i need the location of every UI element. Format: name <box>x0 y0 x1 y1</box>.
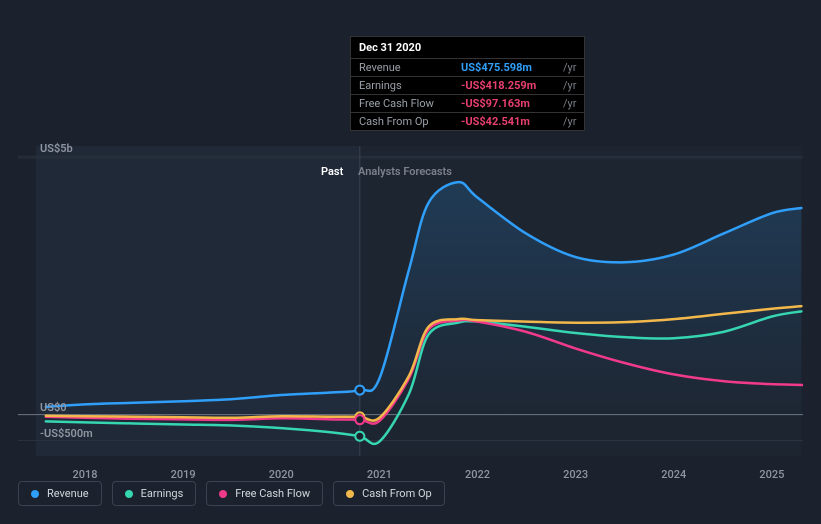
legend-item[interactable]: Cash From Op <box>333 481 445 506</box>
tooltip-label: Revenue <box>359 61 449 74</box>
x-axis-label: 2022 <box>465 468 490 481</box>
tooltip-suffix: /yr <box>563 115 576 128</box>
legend-item[interactable]: Earnings <box>112 481 197 506</box>
tooltip-label: Cash From Op <box>359 115 449 128</box>
x-axis-label: 2020 <box>269 468 294 481</box>
x-axis-label: 2021 <box>367 468 392 481</box>
tooltip-date: Dec 31 2020 <box>351 37 584 59</box>
tooltip-row: Free Cash Flow -US$97.163m/yr <box>351 95 584 113</box>
tooltip-value: US$475.598m <box>461 61 551 74</box>
y-axis-label: US$5b <box>40 142 73 155</box>
tooltip-value: -US$97.163m <box>461 97 551 110</box>
tooltip-suffix: /yr <box>563 61 576 74</box>
legend-item[interactable]: Free Cash Flow <box>206 481 323 506</box>
tooltip: Dec 31 2020 RevenueUS$475.598m/yrEarning… <box>350 36 585 131</box>
legend-item[interactable]: Revenue <box>18 481 102 506</box>
legend: Revenue Earnings Free Cash Flow Cash From O… <box>18 481 445 506</box>
tooltip-label: Earnings <box>359 79 449 92</box>
x-axis-label: 2023 <box>563 468 588 481</box>
period-label-past: Past <box>321 165 343 178</box>
tooltip-label: Free Cash Flow <box>359 97 449 110</box>
tooltip-rows: Revenue US$475.598m/yr Earnings -US$418.259… <box>351 59 584 130</box>
legend-dot <box>125 490 133 498</box>
tooltip-suffix: /yr <box>563 97 576 110</box>
legend-label: Free Cash Flow <box>235 487 310 500</box>
legend-dot <box>31 490 39 498</box>
tooltip-value: -US$42.541m <box>461 115 551 128</box>
y-axis-label: US$0 <box>40 401 67 414</box>
legend-label: Earnings <box>141 487 184 500</box>
x-axis-label: 2025 <box>759 468 784 481</box>
tooltip-row: Revenue US$475.598m/yr <box>351 59 584 77</box>
tooltip-suffix: /yr <box>563 79 576 92</box>
legend-dot <box>346 490 354 498</box>
x-axis-label: 2018 <box>73 468 98 481</box>
legend-label: Revenue <box>47 487 89 500</box>
tooltip-row: Cash From Op -US$42.541m/yr <box>351 113 584 130</box>
legend-label: Cash From Op <box>362 487 432 500</box>
tooltip-value: -US$418.259m <box>461 79 551 92</box>
legend-dot <box>219 490 227 498</box>
chart-container: Dec 31 2020 RevenueUS$475.598m/yrEarning… <box>18 18 803 506</box>
x-axis-label: 2019 <box>171 468 196 481</box>
x-axis-label: 2024 <box>661 468 686 481</box>
tooltip-row: Earnings -US$418.259m/yr <box>351 77 584 95</box>
period-label-forecast: Analysts Forecasts <box>358 165 452 178</box>
y-axis-label: -US$500m <box>40 427 93 440</box>
